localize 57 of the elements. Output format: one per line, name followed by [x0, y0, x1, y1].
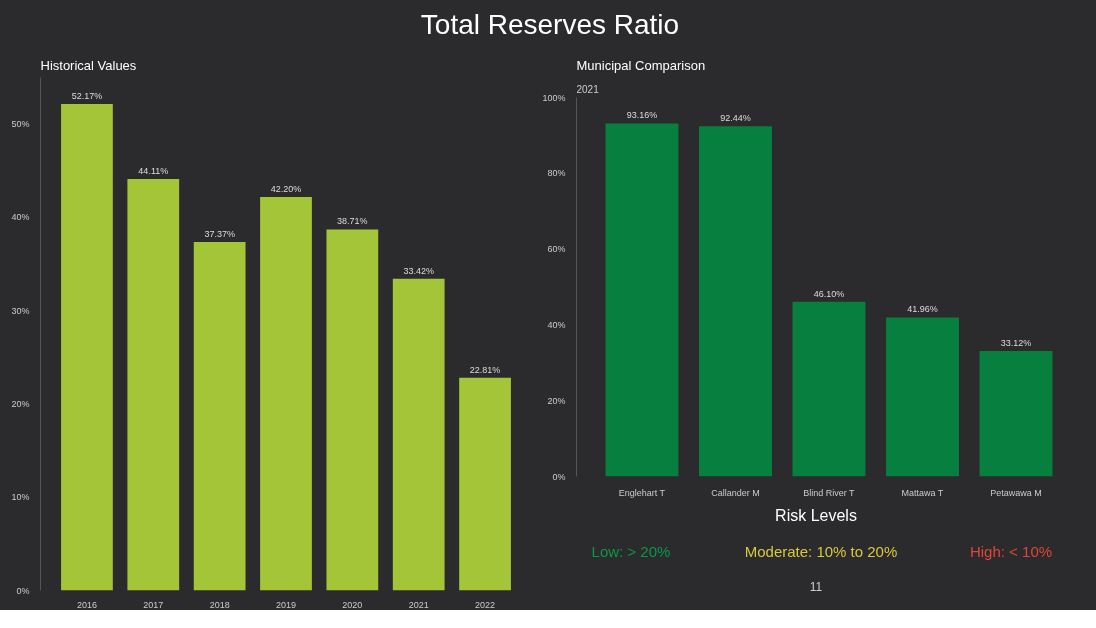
bar — [326, 229, 379, 591]
y-tick-label: 20% — [547, 395, 566, 406]
x-tick-label: Englehart T — [618, 487, 666, 498]
data-label: 93.16% — [626, 110, 658, 121]
data-label: 44.11% — [138, 166, 169, 177]
bar — [792, 301, 866, 477]
chart-title: Municipal Comparison — [576, 57, 706, 73]
text: Risk Levels — [775, 506, 857, 526]
data-label: 52.17% — [71, 90, 103, 101]
data-label: 41.96% — [907, 304, 938, 315]
x-tick-label: Blind River T — [803, 487, 856, 498]
x-tick-label: 2020 — [342, 599, 363, 610]
data-label: 46.10% — [813, 288, 845, 299]
x-tick-label: Callander M — [711, 487, 760, 498]
text: Low: > 20% — [591, 542, 671, 562]
text: Total Reserves Ratio — [420, 8, 680, 42]
y-tick-label: 0% — [16, 585, 30, 596]
y-tick-label: 40% — [547, 319, 566, 330]
x-tick-label: Mattawa T — [901, 487, 944, 498]
bar — [886, 317, 959, 477]
bar — [979, 350, 1053, 477]
bar — [260, 196, 312, 591]
chart-title: Historical Values — [40, 57, 137, 73]
data-label: 22.81% — [469, 364, 501, 375]
data-label: 37.37% — [204, 228, 235, 239]
bar — [61, 103, 113, 591]
x-tick-label: 2016 — [76, 599, 97, 610]
y-tick-label: 50% — [11, 119, 30, 130]
x-tick-label: 2017 — [143, 599, 164, 610]
x-tick-label: 2021 — [408, 599, 429, 610]
text: Moderate: 10% to 20% — [744, 542, 898, 562]
data-label: 92.44% — [720, 113, 751, 124]
y-tick-label: 80% — [547, 168, 566, 179]
x-tick-label: Petawawa M — [990, 487, 1042, 498]
y-tick-label: 0% — [552, 471, 566, 482]
text: 11 — [809, 579, 823, 596]
bar — [605, 123, 679, 477]
x-tick-label: 2018 — [209, 599, 230, 610]
y-tick-label: 10% — [11, 492, 30, 503]
bar — [392, 278, 445, 591]
data-label: 42.20% — [270, 183, 302, 194]
bar — [193, 241, 246, 591]
bar — [127, 179, 180, 591]
data-label: 33.12% — [1000, 337, 1032, 348]
y-tick-label: 20% — [11, 398, 30, 409]
chart-subtitle: 2021 — [576, 83, 600, 95]
bar — [459, 377, 511, 591]
x-tick-label: 2019 — [275, 599, 297, 610]
data-label: 38.71% — [337, 216, 368, 227]
x-tick-label: 2022 — [475, 599, 496, 610]
y-tick-label: 40% — [11, 212, 30, 223]
data-label: 33.42% — [403, 265, 434, 276]
y-tick-label: 30% — [11, 305, 30, 316]
text: High: < 10% — [969, 542, 1053, 562]
y-tick-label: 100% — [542, 92, 566, 103]
bar — [699, 126, 772, 477]
y-tick-label: 60% — [547, 244, 566, 255]
